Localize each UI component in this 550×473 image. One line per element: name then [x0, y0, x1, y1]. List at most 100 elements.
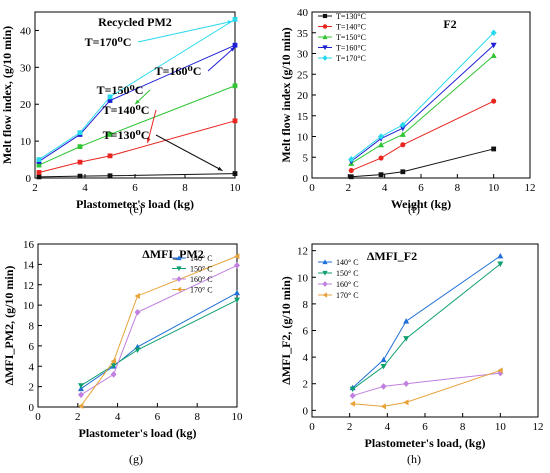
data-point	[36, 157, 42, 162]
y-tick-label: 14	[23, 259, 35, 271]
legend-marker	[322, 281, 328, 287]
series-line	[38, 44, 236, 162]
data-point	[107, 153, 113, 159]
x-tick-label: 8	[194, 411, 200, 423]
data-point	[378, 155, 384, 161]
y-tick-label: 5	[303, 152, 309, 164]
data-point	[232, 42, 238, 48]
x-tick-label: 4	[115, 411, 121, 423]
data-point	[77, 130, 83, 136]
x-tick-label: 10	[495, 421, 507, 433]
data-point	[107, 173, 113, 179]
data-point	[490, 52, 497, 58]
x-tick-label: 10	[232, 411, 244, 423]
y-tick-label: 0	[26, 173, 32, 185]
data-point	[36, 170, 42, 175]
x-tick-label: 6	[418, 182, 424, 194]
subfigure-label: (f)	[408, 202, 420, 216]
data-point	[134, 308, 141, 316]
series-line	[80, 264, 238, 396]
x-axis-label: Weight (kg)	[391, 197, 451, 211]
y-tick-label: 35	[297, 28, 309, 40]
data-point	[107, 132, 113, 137]
y-tick-label: 12	[23, 280, 34, 292]
x-tick-label: 10	[230, 182, 242, 194]
y-tick-label: 40	[20, 25, 32, 37]
y-tick-label: 10	[20, 136, 32, 148]
legend-label: 150° C	[190, 265, 213, 274]
data-point	[134, 347, 141, 353]
x-tick-label: 8	[460, 421, 466, 433]
legend-marker	[322, 24, 328, 29]
x-tick-label: 2	[347, 421, 353, 433]
data-point	[232, 83, 238, 89]
series-line	[351, 148, 494, 178]
x-tick-label: 2	[32, 182, 38, 194]
y-axis-label: Melt flow index, (g/10 min)	[0, 26, 14, 164]
annotation-label: T=160⁰C	[155, 64, 202, 78]
x-tick-label: 4	[385, 421, 391, 433]
data-point	[349, 400, 356, 407]
data-point	[134, 292, 140, 299]
annotation-label: T=130⁰C	[103, 128, 150, 142]
legend-label: T=170°C	[336, 54, 366, 63]
data-point	[380, 403, 386, 410]
series-line	[352, 369, 501, 407]
legend: T=130°C T=140°CT=150°C T=160°CT=170°C	[318, 12, 366, 63]
legend-label: T=130°C	[336, 12, 366, 21]
data-point	[234, 289, 240, 296]
y-axis-label: Melt flow index (g/10 min)	[279, 27, 293, 162]
x-tick-label: 6	[422, 421, 428, 433]
y-tick-label: 30	[20, 62, 32, 74]
data-point	[380, 356, 387, 363]
legend-marker	[322, 55, 328, 61]
y-tick-label: 0	[303, 173, 309, 185]
annotation-label: T=140⁰C	[103, 103, 150, 117]
data-point	[349, 392, 356, 400]
annotation-arrow	[137, 20, 233, 43]
y-tick-label: 6	[29, 341, 35, 353]
x-tick-label: 4	[382, 182, 388, 194]
y-tick-label: 25	[297, 69, 309, 81]
y-tick-label: 15	[297, 111, 309, 123]
subfigure-label: (h)	[407, 452, 421, 466]
x-axis-label: Plastometer's load (kg)	[79, 426, 197, 440]
legend-label: 150° C	[336, 269, 359, 278]
legend-marker	[322, 13, 328, 19]
annotation-label: T=150⁰C	[97, 83, 144, 97]
data-point	[348, 174, 354, 180]
x-tick-label: 0	[35, 411, 41, 423]
data-point	[107, 94, 113, 100]
y-tick-label: 20	[20, 99, 32, 111]
series-line	[350, 32, 495, 160]
legend-marker	[322, 292, 328, 298]
data-point	[232, 16, 238, 22]
data-point	[77, 159, 83, 165]
y-tick-label: 0	[29, 402, 35, 414]
x-tick-label: 4	[82, 182, 88, 194]
y-tick-label: 10	[23, 300, 35, 312]
data-point	[77, 173, 83, 179]
y-tick-label: 0	[303, 405, 309, 417]
y-tick-label: 16	[23, 239, 35, 251]
y-tick-label: 6	[303, 326, 309, 338]
legend-label: 160° C	[190, 275, 213, 284]
data-point	[232, 171, 238, 176]
data-point	[399, 131, 406, 137]
y-tick-label: 40	[297, 7, 309, 19]
data-point	[497, 261, 504, 267]
legend-label: T=140°C	[336, 23, 366, 32]
chart-panel-h: 0 2 4 6 8 10 12 0 2 4 6 8 10 12 Plastometer's load, (k…	[279, 243, 544, 466]
x-tick-label: 12	[525, 182, 536, 194]
legend-label: 140° C	[190, 254, 213, 263]
data-point	[234, 297, 240, 304]
annotation-label: T=170⁰C	[85, 35, 132, 49]
legend-label: 160° C	[336, 280, 359, 289]
x-tick-label: 10	[488, 182, 500, 194]
y-tick-label: 2	[303, 379, 309, 391]
chart-panel-e: 2 4 6 8 10 0 10 20 30 40 Plastometer's load (kg) Me…	[0, 11, 242, 216]
data-point	[491, 146, 497, 152]
annotation-arrowhead	[146, 138, 151, 143]
data-point	[380, 364, 387, 370]
